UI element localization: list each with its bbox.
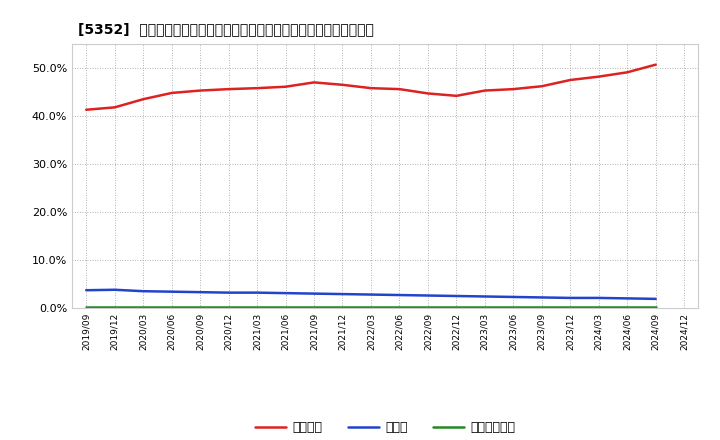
繰延税金資産	[225, 304, 233, 309]
のれん	[595, 295, 603, 301]
のれん	[110, 287, 119, 293]
繰延税金資産	[509, 304, 518, 309]
繰延税金資産	[423, 304, 432, 309]
繰延税金資産	[566, 304, 575, 309]
自己資本	[253, 85, 261, 91]
のれん	[225, 290, 233, 295]
Legend: 自己資本, のれん, 繰延税金資産: 自己資本, のれん, 繰延税金資産	[251, 416, 521, 439]
繰延税金資産	[110, 304, 119, 309]
のれん	[139, 289, 148, 294]
Text: [5352]  自己資本、のれん、繰延税金資産の総資産に対する比率の推移: [5352] 自己資本、のれん、繰延税金資産の総資産に対する比率の推移	[78, 22, 374, 36]
繰延税金資産	[167, 304, 176, 309]
のれん	[452, 293, 461, 299]
自己資本	[338, 82, 347, 88]
繰延税金資産	[253, 304, 261, 309]
繰延税金資産	[82, 304, 91, 309]
自己資本	[623, 70, 631, 75]
のれん	[310, 291, 318, 296]
のれん	[253, 290, 261, 295]
のれん	[623, 296, 631, 301]
自己資本	[139, 96, 148, 102]
繰延税金資産	[595, 304, 603, 309]
繰延税金資産	[395, 304, 404, 309]
のれん	[395, 293, 404, 298]
自己資本	[282, 84, 290, 89]
繰延税金資産	[282, 304, 290, 309]
自己資本	[366, 85, 375, 91]
自己資本	[537, 84, 546, 89]
のれん	[423, 293, 432, 298]
のれん	[196, 290, 204, 295]
繰延税金資産	[480, 304, 489, 309]
のれん	[366, 292, 375, 297]
自己資本	[82, 107, 91, 112]
繰延税金資産	[338, 304, 347, 309]
自己資本	[225, 87, 233, 92]
のれん	[480, 294, 489, 299]
繰延税金資産	[310, 304, 318, 309]
自己資本	[480, 88, 489, 93]
のれん	[282, 290, 290, 296]
自己資本	[452, 93, 461, 99]
のれん	[652, 296, 660, 301]
自己資本	[110, 105, 119, 110]
自己資本	[310, 80, 318, 85]
自己資本	[423, 91, 432, 96]
自己資本	[196, 88, 204, 93]
繰延税金資産	[537, 304, 546, 309]
繰延税金資産	[139, 304, 148, 309]
のれん	[167, 289, 176, 294]
繰延税金資産	[623, 304, 631, 309]
繰延税金資産	[366, 304, 375, 309]
自己資本	[595, 74, 603, 79]
自己資本	[652, 62, 660, 67]
Line: 自己資本: 自己資本	[86, 65, 656, 110]
自己資本	[566, 77, 575, 83]
繰延税金資産	[196, 304, 204, 309]
のれん	[537, 295, 546, 300]
繰延税金資産	[452, 304, 461, 309]
のれん	[338, 291, 347, 297]
自己資本	[395, 87, 404, 92]
自己資本	[509, 87, 518, 92]
繰延税金資産	[652, 304, 660, 309]
のれん	[82, 288, 91, 293]
自己資本	[167, 90, 176, 95]
のれん	[509, 294, 518, 300]
Line: のれん: のれん	[86, 290, 656, 299]
のれん	[566, 295, 575, 301]
